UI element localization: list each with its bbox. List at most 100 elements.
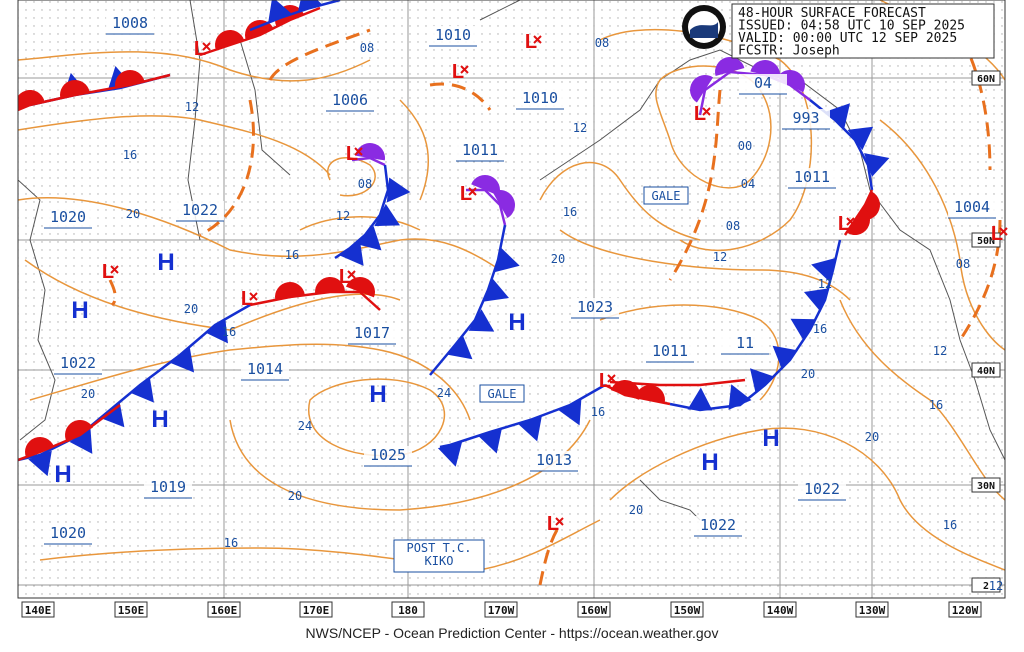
pressure-label: 1022: [804, 480, 840, 498]
map-frame: [17, 0, 1006, 599]
gale-box: [643, 186, 689, 205]
post-tc-label: POST T.C.: [406, 541, 471, 555]
low-mark: [702, 107, 711, 116]
isobar-label: 20: [801, 367, 815, 381]
pressure-label: 1013: [536, 451, 572, 469]
pressure-bg: [571, 298, 619, 318]
isobar-label: 16: [224, 536, 238, 550]
pressure-bg: [54, 354, 102, 374]
pressure-label: 11: [736, 334, 754, 352]
pressure-bg: [429, 26, 477, 46]
isobar-label: 20: [288, 489, 302, 503]
high-center: H: [508, 309, 525, 336]
lon-label: 140W: [767, 604, 794, 617]
pressure-label: 993: [792, 109, 819, 127]
isobar-label: 24: [298, 419, 312, 433]
map-background: [18, 0, 1005, 598]
isobar-label: 08: [726, 219, 740, 233]
high-center: H: [54, 461, 71, 488]
gale-label: GALE: [652, 189, 681, 203]
isobar-label: 00: [738, 139, 752, 153]
pressure-label: 1020: [50, 208, 86, 226]
isobar-label: 08: [358, 177, 372, 191]
lat-label: 60N: [977, 74, 995, 85]
isobar-label: 16: [943, 518, 957, 532]
low-mark: [347, 270, 356, 279]
pressure-bg: [348, 324, 396, 344]
pressure-bg: [44, 524, 92, 544]
lon-box: [577, 601, 611, 618]
high-center: H: [151, 406, 168, 433]
isobar-label: 12: [573, 121, 587, 135]
pressure-bg: [176, 201, 224, 221]
pressure-label: 1022: [700, 516, 736, 534]
pressure-bg: [739, 74, 787, 94]
pressure-bg: [694, 516, 742, 536]
low-mark: [249, 292, 258, 301]
lat-box: [971, 477, 1001, 493]
lat-label: 50N: [977, 236, 995, 247]
pressure-bg: [530, 451, 578, 471]
lon-label: 150W: [674, 604, 701, 617]
lat-label: 40N: [977, 366, 995, 377]
isobar-label: 16: [563, 205, 577, 219]
pressure-label: 1006: [332, 91, 368, 109]
lon-label: 120W: [952, 604, 979, 617]
pressure-label: 1017: [354, 324, 390, 342]
pressure-label: 1010: [522, 89, 558, 107]
low-mark: [468, 187, 477, 196]
isobar-label: 12: [185, 100, 199, 114]
isobar-label: 16: [222, 325, 236, 339]
isobar-label: 12: [336, 209, 350, 223]
lat-box: [971, 232, 1001, 248]
pressure-bg: [788, 168, 836, 188]
low-mark: [202, 42, 211, 51]
low-mark: [999, 227, 1008, 236]
pressure-bg: [456, 141, 504, 161]
lon-label: 180: [398, 604, 418, 617]
isobar-label: 08: [360, 41, 374, 55]
pressure-bg: [326, 91, 374, 111]
pressure-label: 1022: [182, 201, 218, 219]
lon-box: [763, 601, 797, 618]
pressure-bg: [106, 14, 154, 34]
lon-box: [21, 601, 55, 618]
pressure-label: 1011: [794, 168, 830, 186]
header-line: FCSTR: Joseph: [738, 44, 840, 59]
pressure-label: 1023: [577, 298, 613, 316]
isobar-label: 12: [713, 250, 727, 264]
isobar-label: 16: [591, 405, 605, 419]
lon-label: 160W: [581, 604, 608, 617]
isobar-label: 12: [818, 277, 832, 291]
footer: NWS/NCEP - Ocean Prediction Center - htt…: [306, 625, 719, 641]
pressure-bg: [44, 208, 92, 228]
pressure-bg: [948, 198, 996, 218]
isobar-label: 16: [813, 322, 827, 336]
isobar-label: 08: [595, 36, 609, 50]
pressure-label: 1025: [370, 446, 406, 464]
pressure-label: 1004: [954, 198, 990, 216]
low-mark: [533, 35, 542, 44]
pressure-label: 1008: [112, 14, 148, 32]
isobar-label: 16: [929, 398, 943, 412]
gale-box: [479, 384, 525, 403]
isobar-label: 20: [126, 207, 140, 221]
lon-box: [114, 601, 148, 618]
low-mark: [846, 217, 855, 226]
isobar-label: 20: [184, 302, 198, 316]
high-center: H: [157, 249, 174, 276]
lon-box: [299, 601, 333, 618]
low-mark: [607, 374, 616, 383]
pressure-label: 1011: [462, 141, 498, 159]
lat-label: 2: [983, 581, 989, 592]
isobar-label: 12: [989, 579, 1003, 593]
isobar-label: 04: [741, 177, 755, 191]
isobar-label: 20: [865, 430, 879, 444]
isobar-label: 20: [81, 387, 95, 401]
pressure-bg: [364, 446, 412, 466]
lon-box: [207, 601, 241, 618]
pressure-label: 1022: [60, 354, 96, 372]
post-tc-box: [393, 539, 485, 573]
pressure-bg: [798, 480, 846, 500]
lon-box: [948, 601, 982, 618]
